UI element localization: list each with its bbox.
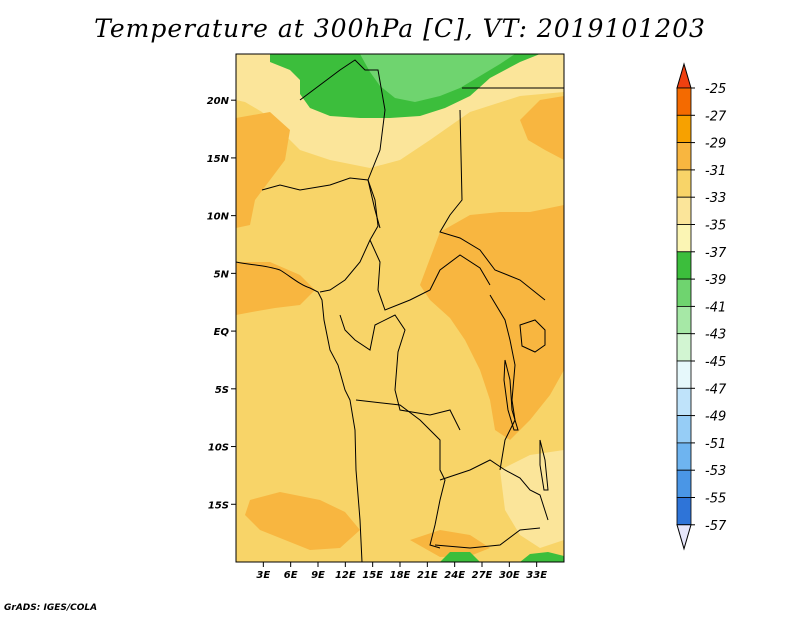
- lon-tick-label: 12E: [335, 570, 356, 581]
- colorbar-label: -47: [705, 382, 727, 397]
- field-region-31-northeast: [520, 96, 564, 160]
- colorbar-segment: [676, 114, 692, 144]
- colorbar-segment: [676, 497, 692, 526]
- lon-tick-label: 15E: [362, 570, 383, 581]
- lon-tick-label: 9E: [311, 570, 325, 581]
- lat-tick-label: 10N: [207, 212, 230, 223]
- border-congo: [339, 314, 461, 431]
- longitude-ticks: 3E 6E 9E 12E 15E 18E 21E 24E 27E 30E 33E: [256, 562, 547, 581]
- colorbar-label: -37: [705, 246, 727, 261]
- border-lake-victoria: [519, 319, 546, 353]
- lat-tick-label: 5S: [215, 385, 229, 396]
- border-north: [299, 59, 386, 229]
- field-region-31-gulf: [236, 262, 315, 315]
- colorbar-segment: [676, 87, 692, 116]
- temperature-field: [236, 54, 564, 562]
- colorbar-label: -51: [705, 437, 726, 452]
- colorbar-label: -55: [705, 492, 726, 507]
- colorbar-label: -43: [705, 328, 726, 343]
- field-region-31-south: [245, 492, 360, 550]
- country-borders: [236, 59, 564, 562]
- field-region-31-east: [420, 205, 564, 440]
- lon-tick-label: 6E: [284, 570, 298, 581]
- border-chad-sudan: [439, 109, 546, 301]
- border-drc-east: [489, 294, 516, 471]
- colorbar-label: -53: [705, 464, 726, 479]
- lat-tick-label: 10S: [208, 443, 229, 454]
- border-angola: [355, 399, 446, 549]
- colorbar-segment: [676, 142, 692, 171]
- border-zimbabwe: [434, 527, 541, 549]
- colorbar-label: -45: [705, 355, 726, 370]
- colorbar-segment: [676, 224, 692, 253]
- lon-tick-label: 18E: [390, 570, 411, 581]
- colorbar-segment: [676, 196, 692, 225]
- lat-tick-label: 20N: [207, 96, 230, 107]
- border-lake-tanganyika: [503, 359, 519, 431]
- colorbar-label: -49: [705, 410, 726, 425]
- border-nigeria: [261, 177, 379, 293]
- colorbar-label: -57: [705, 519, 727, 534]
- colorbar-bottom-arrow: [676, 524, 692, 551]
- colorbar-label: -27: [705, 109, 727, 124]
- border-west-africa: [236, 261, 363, 562]
- lat-tick-label: 5N: [214, 269, 230, 280]
- lat-tick-label: EQ: [214, 327, 230, 338]
- colorbar-segment: [676, 278, 692, 307]
- colorbar-segment: [676, 333, 692, 362]
- border-zambia: [439, 459, 549, 521]
- lon-tick-label: 30E: [499, 570, 520, 581]
- colorbar-segment: [676, 305, 692, 335]
- border-cameroon-car: [369, 239, 491, 311]
- colorbar-label: -25: [705, 82, 726, 97]
- lon-tick-label: 24E: [444, 570, 465, 581]
- colorbar-label: -41: [705, 300, 726, 315]
- border-lake-malawi: [539, 439, 549, 491]
- field-region-35-south: [500, 450, 564, 548]
- colorbar-segment: [676, 251, 692, 280]
- lon-tick-label: 27E: [472, 570, 493, 581]
- colorbar-top-arrow: [676, 62, 692, 89]
- field-region-31-west: [236, 112, 290, 228]
- lat-tick-label: 15N: [207, 154, 230, 165]
- colorbar-label: -29: [705, 137, 726, 152]
- grads-credit: GrADS: IGES/COLA: [4, 603, 98, 613]
- colorbar-label: -35: [705, 219, 726, 234]
- colorbar-label: -33: [705, 191, 726, 206]
- colorbar-segment: [676, 360, 692, 389]
- field-region-31-southwest: [410, 530, 490, 557]
- latitude-ticks: 20N 15N 10N 5N EQ 5S 10S 15S: [207, 96, 236, 511]
- colorbar-label: -31: [705, 164, 726, 179]
- colorbar-label: -39: [705, 273, 726, 288]
- colorbar-segment: [676, 469, 692, 498]
- colorbar: -25 -27 -29 -31 -33 -35 -37 -39 -41 -43 -45 -47 -49 -…: [676, 62, 727, 551]
- colorbar-segment: [676, 169, 692, 198]
- colorbar-segment: [676, 387, 692, 416]
- colorbar-segment: [676, 415, 692, 444]
- lon-tick-label: 33E: [526, 570, 547, 581]
- lat-tick-label: 15S: [208, 500, 229, 511]
- colorbar-segment: [676, 442, 692, 471]
- field-region-39-north: [360, 54, 515, 102]
- chart-title: Temperature at 300hPa [C], VT: 201910120…: [94, 14, 706, 43]
- lon-tick-label: 3E: [256, 570, 270, 581]
- field-region-37-south: [440, 552, 564, 562]
- lon-tick-label: 21E: [417, 570, 438, 581]
